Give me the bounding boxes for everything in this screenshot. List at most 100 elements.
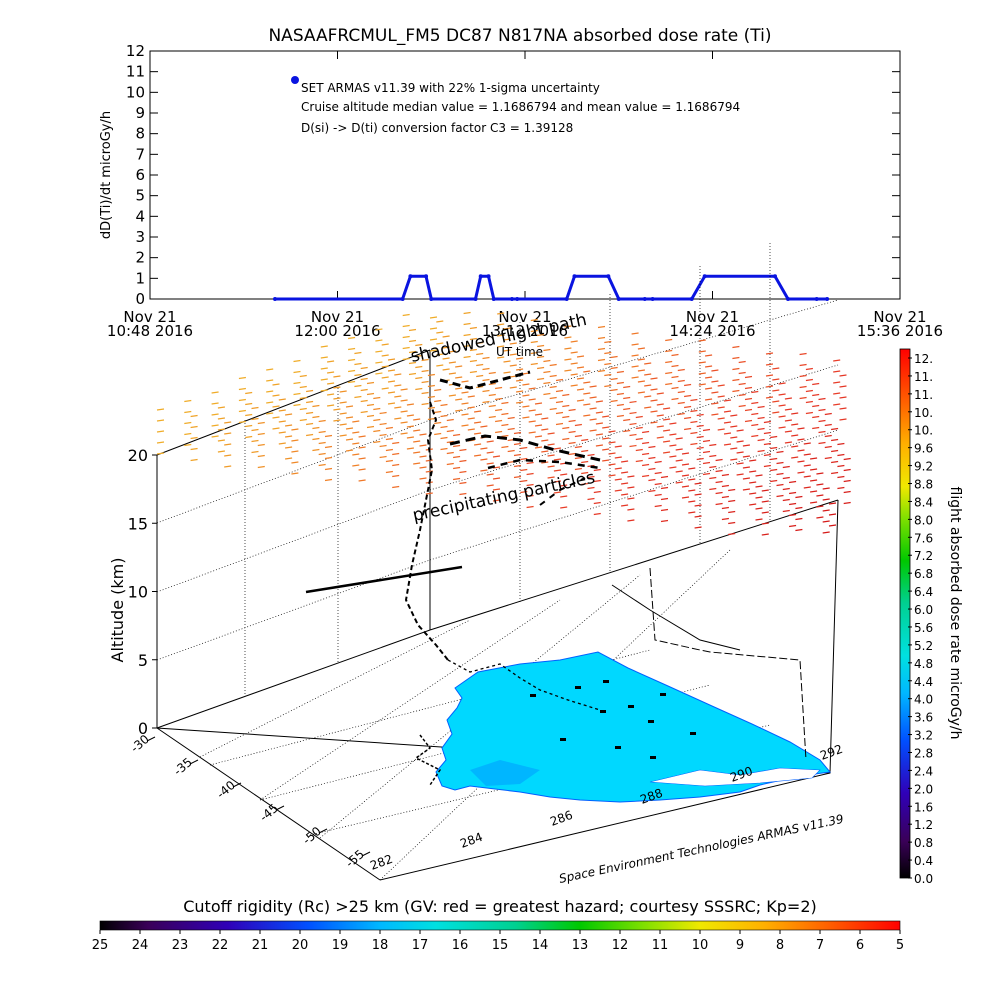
precip-dash	[635, 415, 643, 419]
precip-dash	[429, 327, 438, 330]
precip-dash	[402, 335, 410, 339]
precip-dash	[469, 348, 477, 352]
precip-dash	[839, 385, 847, 388]
precip-dash	[828, 513, 837, 516]
precip-dash	[436, 353, 444, 356]
precip-dash	[749, 503, 757, 506]
precip-dash	[568, 419, 576, 423]
precip-dash	[803, 464, 811, 467]
precip-dash	[425, 470, 433, 473]
precip-dash	[694, 482, 702, 485]
precip-dash	[553, 447, 561, 450]
precip-dash	[564, 336, 572, 339]
colorbar-tick-label: 2.8	[914, 746, 933, 760]
precip-dash	[358, 479, 366, 482]
precip-dash	[749, 470, 757, 473]
precip-dash	[285, 413, 293, 416]
precip-dash	[663, 429, 671, 432]
precip-dash	[537, 355, 545, 359]
precip-dash	[587, 497, 595, 501]
precip-dash	[702, 450, 711, 454]
precip-dash	[560, 484, 568, 487]
precip-dash	[429, 316, 438, 319]
precip-dash	[528, 409, 536, 412]
precip-dash	[266, 379, 274, 382]
precip-dash	[751, 412, 759, 416]
precip-dash	[623, 407, 631, 411]
precip-dash	[455, 376, 463, 379]
dose-rate-colorbar	[899, 348, 911, 879]
precip-dash	[285, 435, 293, 438]
precip-dash	[818, 408, 826, 412]
precip-dash	[358, 446, 366, 449]
precip-dash	[589, 407, 597, 410]
precip-dash	[761, 489, 769, 492]
precip-dash	[843, 457, 851, 461]
precip-dash	[564, 358, 572, 361]
precip-dash	[656, 414, 664, 417]
precip-dash	[824, 423, 832, 427]
precip-dash	[537, 377, 545, 381]
precip-dash	[501, 412, 509, 416]
precip-dash	[810, 501, 818, 504]
precip-dash	[217, 439, 225, 442]
precip-dash	[480, 425, 488, 428]
precip-dash	[791, 412, 799, 415]
precip-dash	[812, 404, 820, 408]
precip-dash	[543, 370, 551, 374]
precip-dash	[522, 405, 530, 408]
precip-dash	[665, 371, 673, 375]
precip-dash	[614, 467, 622, 470]
precip-dash	[677, 368, 685, 372]
z-tick-label: 15	[128, 514, 148, 533]
precip-dash	[394, 373, 402, 376]
precip-dash	[570, 384, 578, 387]
precip-dash	[503, 349, 511, 352]
precip-dash	[387, 369, 396, 372]
precip-dash	[211, 413, 219, 416]
precip-dash	[402, 324, 410, 328]
precip-dash	[709, 476, 717, 480]
precip-dash	[549, 385, 557, 389]
precip-dash	[629, 422, 637, 426]
precip-dash	[763, 431, 771, 435]
precip-dash	[522, 394, 530, 397]
precip-dash	[742, 477, 750, 480]
precip-dash	[660, 519, 669, 523]
precip-dash	[217, 450, 225, 453]
precip-dash	[366, 403, 375, 407]
lat-tick-mark	[146, 736, 156, 742]
precip-dash	[698, 361, 706, 364]
precip-dash	[805, 411, 813, 415]
precip-dash	[837, 475, 845, 479]
precip-dash	[744, 375, 753, 379]
precip-dash	[257, 454, 265, 458]
precip-dash	[442, 368, 450, 371]
legend-marker	[291, 76, 299, 84]
precip-dash	[541, 450, 549, 453]
precip-dash	[709, 443, 717, 447]
precip-dash	[723, 443, 732, 446]
precip-dash	[677, 401, 685, 405]
precip-dash	[156, 430, 165, 433]
precip-dash	[696, 435, 704, 439]
dose-rate-point	[786, 297, 791, 301]
precip-dash	[803, 475, 811, 478]
precip-dash	[373, 418, 381, 422]
precip-dash	[581, 449, 589, 453]
precip-dash	[728, 499, 736, 503]
precip-dash	[730, 436, 738, 439]
precip-dash	[576, 399, 585, 402]
precip-dash	[272, 416, 280, 419]
precip-dash	[440, 403, 448, 407]
precip-dash	[327, 393, 335, 396]
precip-dash	[480, 469, 488, 472]
precip-dash	[513, 475, 522, 479]
precip-dash	[595, 433, 603, 436]
precip-dash	[345, 416, 354, 419]
precip-dash	[278, 420, 286, 423]
precip-dash	[516, 379, 524, 382]
dose-rate-point	[515, 297, 520, 301]
precip-dash	[589, 385, 597, 388]
precip-dash	[509, 353, 517, 356]
